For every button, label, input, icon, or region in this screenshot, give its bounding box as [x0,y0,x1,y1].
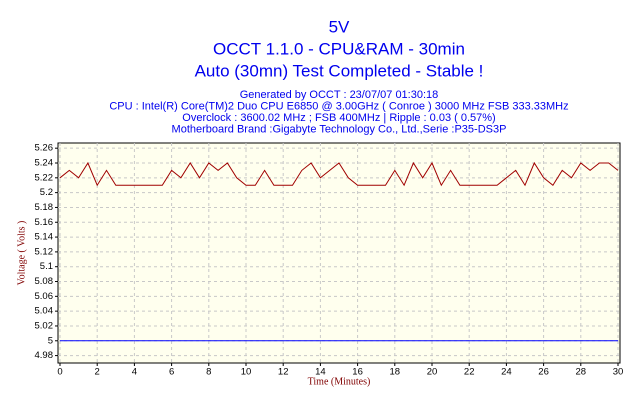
x-tick-label: 12 [278,367,289,378]
info-line: CPU : Intel(R) Core(TM)2 Duo CPU E6850 @… [109,100,568,112]
y-tick-label: 5.22 [35,172,54,183]
y-axis-title: Voltage ( Volts ) [16,221,27,286]
x-tick-label: 6 [169,367,174,378]
x-tick-label: 0 [57,367,62,378]
x-tick-label: 30 [613,367,624,378]
y-tick-label: 5.16 [35,217,54,228]
x-tick-label: 2 [95,367,100,378]
y-tick-label: 5.24 [35,158,54,169]
x-tick-label: 4 [132,367,137,378]
x-tick-label: 8 [206,367,211,378]
y-tick-label: 4.98 [35,350,54,361]
y-tick-label: 5.02 [35,320,54,331]
info-line: Generated by OCCT : 23/07/07 01:30:18 [240,89,439,101]
x-tick-label: 22 [464,367,475,378]
y-tick-label: 5.18 [35,202,54,213]
y-tick-label: 5 [48,335,53,346]
info-line: Overclock : 3600.02 MHz ; FSB 400MHz | R… [182,112,495,124]
data-line [59,161,619,187]
title-line: OCCT 1.1.0 - CPU&RAM - 30min [213,39,465,58]
y-tick-label: 5.08 [35,276,54,287]
y-tick-label: 5.14 [35,232,54,243]
x-tick-label: 14 [315,367,326,378]
y-tick-label: 5.12 [35,246,54,257]
info-line: Motherboard Brand :Gigabyte Technology C… [172,123,507,135]
x-tick-label: 10 [241,367,252,378]
x-tick-label: 26 [538,367,549,378]
x-tick-label: 18 [390,367,401,378]
x-tick-label: 28 [576,367,587,378]
x-tick-label: 20 [427,367,438,378]
y-tick-label: 5.2 [40,187,53,198]
x-axis-title: Time (Minutes) [308,376,371,387]
title-line: Auto (30mn) Test Completed - Stable ! [195,61,484,80]
plot-area [57,142,621,364]
y-tick-label: 5.1 [40,261,53,272]
y-tick-label: 5.04 [35,306,54,317]
title-line: 5V [329,17,350,36]
x-tick-label: 24 [501,367,512,378]
y-tick-label: 5.26 [35,143,54,154]
x-tick-label: 16 [352,367,363,378]
y-tick-label: 5.06 [35,291,54,302]
